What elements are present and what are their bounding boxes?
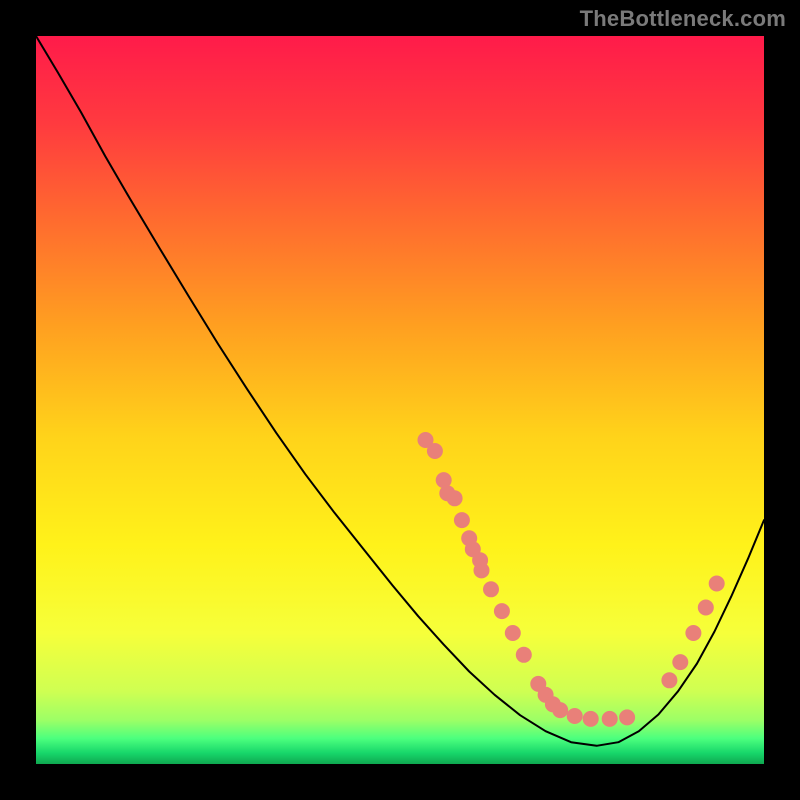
sample-point — [567, 708, 583, 724]
sample-point — [619, 709, 635, 725]
sample-point — [494, 603, 510, 619]
sample-point — [698, 600, 714, 616]
sample-point — [447, 490, 463, 506]
sample-point — [427, 443, 443, 459]
sample-point — [516, 647, 532, 663]
plot-background — [36, 36, 764, 764]
sample-point — [483, 581, 499, 597]
sample-point — [505, 625, 521, 641]
sample-point — [709, 576, 725, 592]
sample-point — [685, 625, 701, 641]
chart-canvas: { "meta": { "watermark": "TheBottleneck.… — [0, 0, 800, 800]
sample-point — [583, 711, 599, 727]
sample-point — [552, 702, 568, 718]
sample-point — [661, 672, 677, 688]
sample-point — [454, 512, 470, 528]
sample-point — [672, 654, 688, 670]
sample-point — [602, 711, 618, 727]
sample-point — [474, 562, 490, 578]
plot-svg — [0, 0, 800, 800]
